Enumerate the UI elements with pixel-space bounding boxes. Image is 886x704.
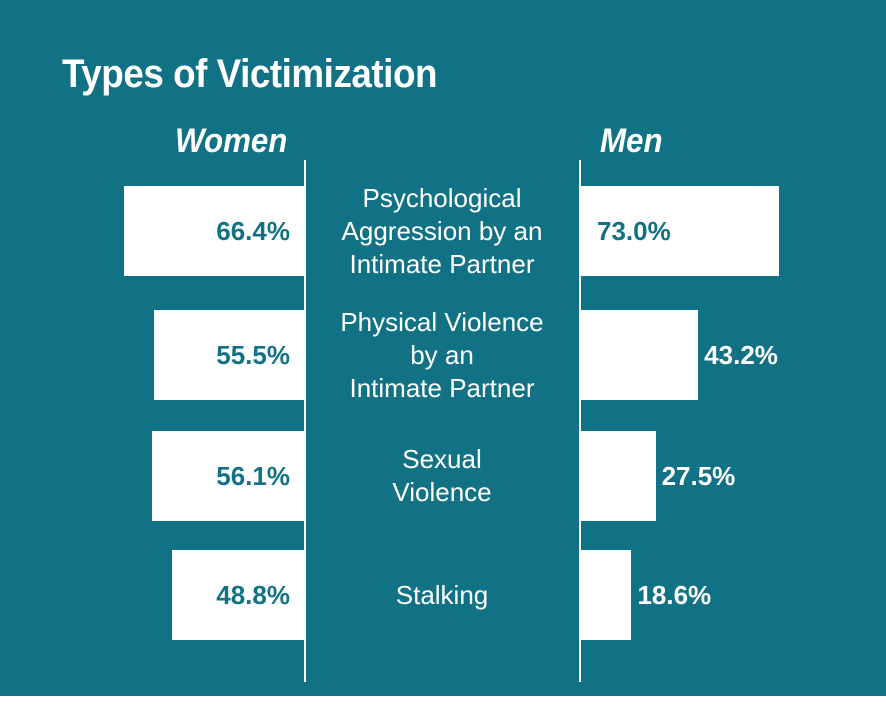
category-label-line: Aggression by an (341, 215, 543, 246)
women-value-label: 48.8% (216, 580, 290, 610)
category-label-line: Violence (392, 477, 492, 507)
women-bar (151, 431, 304, 521)
category-label-line: Physical Violence (340, 306, 544, 337)
category-label: Psychological Aggression by an Intimate Pa… (310, 176, 574, 286)
men-bar (581, 431, 656, 521)
category-label-line: Intimate Partner (349, 248, 535, 279)
category-label-lines: Psychological Aggression by an Intimate Pa… (342, 182, 543, 281)
right-divider (579, 160, 581, 682)
chart-title: Types of Victimization (62, 52, 437, 96)
category-label: Physical Violence by an Intimate Partner (310, 300, 574, 410)
women-bar (124, 186, 304, 276)
women-value-label: 56.1% (216, 461, 290, 491)
men-bar (581, 186, 779, 276)
men-heading: Men (600, 122, 663, 160)
category-label: Stalking (310, 540, 574, 650)
category-label-lines: Stalking (396, 579, 489, 612)
men-value-label: 43.2% (704, 340, 778, 370)
left-divider (304, 160, 306, 682)
category-label-line: by an (410, 339, 474, 370)
category-label-line: Sexual (402, 444, 482, 474)
category-label-lines: Sexual Violence (392, 443, 491, 509)
category-label: Sexual Violence (310, 421, 574, 531)
men-bar (581, 550, 632, 640)
category-label-line: Psychological (362, 182, 522, 213)
women-value-label: 55.5% (216, 340, 290, 370)
men-value-label: 27.5% (661, 461, 736, 491)
women-value-label: 66.4% (216, 216, 290, 246)
category-label-line: Intimate Partner (349, 372, 535, 403)
men-value-label: 18.6% (637, 580, 712, 610)
women-bar (153, 310, 304, 400)
women-heading: Women (175, 122, 288, 160)
category-label-lines: Physical Violence by an Intimate Partner (340, 306, 543, 405)
men-bar (581, 310, 699, 400)
category-label-line: Stalking (395, 579, 489, 610)
men-value-label: 73.0% (597, 216, 671, 246)
women-bar (171, 550, 304, 640)
